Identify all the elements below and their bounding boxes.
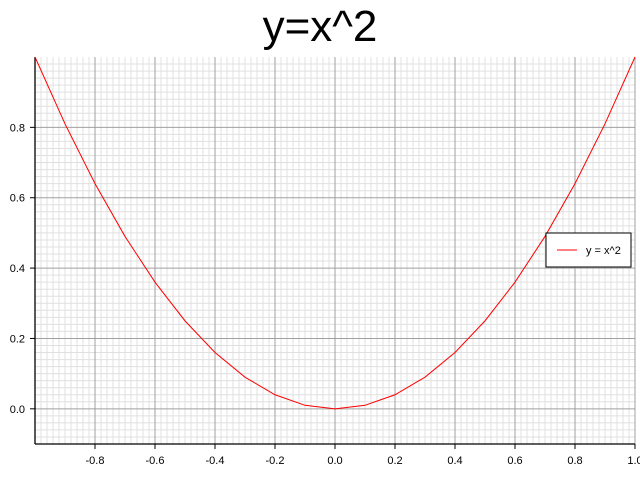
x-tick-label: 0.8 [567, 455, 582, 467]
x-tick-label: -0.2 [266, 455, 285, 467]
legend: y = x^2 [545, 232, 632, 268]
series-line [34, 56, 636, 410]
x-tick-label: 1.0 [627, 455, 640, 467]
y-tick-label: 0.4 [10, 263, 25, 275]
x-tick-label: 0.0 [327, 455, 342, 467]
y-tick-label: 0.8 [10, 122, 25, 134]
y-tick-label: 0.2 [10, 333, 25, 345]
x-tick-label: 0.6 [507, 455, 522, 467]
x-tick-label: -0.4 [206, 455, 225, 467]
y-tick-label: 0.6 [10, 193, 25, 205]
x-tick-label: -0.6 [146, 455, 165, 467]
x-tick-label: 0.4 [447, 455, 462, 467]
chart-title: y=x^2 [262, 2, 378, 51]
y-tick-label: 0.0 [10, 404, 25, 416]
legend-label: y = x^2 [586, 245, 621, 257]
x-tick-label: -0.8 [86, 455, 105, 467]
x-tick-label: 0.2 [387, 455, 402, 467]
